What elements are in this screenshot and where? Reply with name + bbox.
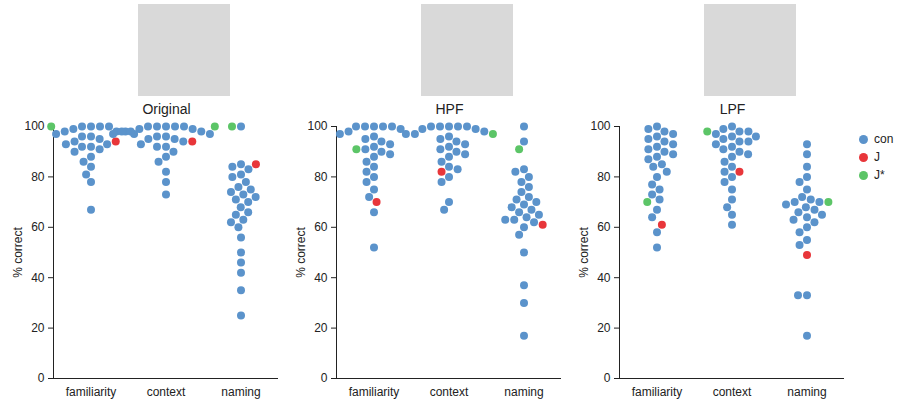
svg-text:naming: naming bbox=[504, 385, 543, 399]
svg-text:context: context bbox=[713, 385, 752, 399]
svg-text:40: 40 bbox=[597, 271, 611, 285]
html-text:Original: Original bbox=[142, 101, 191, 117]
svg-text:40: 40 bbox=[31, 271, 45, 285]
svg-text:context: context bbox=[147, 385, 186, 399]
svg-text:familiarity: familiarity bbox=[349, 385, 400, 399]
svg-text:80: 80 bbox=[314, 170, 328, 184]
html-text:HPF: HPF bbox=[435, 101, 464, 117]
svg-text:80: 80 bbox=[597, 170, 611, 184]
svg-text:100: 100 bbox=[590, 119, 610, 133]
svg-text:100: 100 bbox=[24, 119, 44, 133]
svg-text:0: 0 bbox=[38, 371, 45, 385]
svg-text:20: 20 bbox=[31, 321, 45, 335]
svg-text:0: 0 bbox=[604, 371, 611, 385]
svg-text:naming: naming bbox=[221, 385, 260, 399]
svg-text:familiarity: familiarity bbox=[66, 385, 117, 399]
svg-text:20: 20 bbox=[597, 321, 611, 335]
html-text:J: J bbox=[874, 150, 880, 164]
svg-text:% correct: % correct bbox=[577, 227, 591, 278]
svg-text:% correct: % correct bbox=[11, 227, 25, 278]
svg-text:context: context bbox=[430, 385, 469, 399]
svg-text:naming: naming bbox=[787, 385, 826, 399]
svg-text:80: 80 bbox=[31, 170, 45, 184]
svg-text:20: 20 bbox=[314, 321, 328, 335]
svg-text:100: 100 bbox=[307, 119, 327, 133]
svg-text:60: 60 bbox=[314, 220, 328, 234]
svg-text:60: 60 bbox=[31, 220, 45, 234]
svg-text:0: 0 bbox=[321, 371, 328, 385]
html-text:LPF: LPF bbox=[719, 101, 746, 117]
html-text:con: con bbox=[874, 132, 894, 146]
html-text:J*: J* bbox=[874, 168, 885, 182]
svg-text:familiarity: familiarity bbox=[632, 385, 683, 399]
svg-text:% correct: % correct bbox=[294, 227, 308, 278]
svg-text:40: 40 bbox=[314, 271, 328, 285]
svg-text:60: 60 bbox=[597, 220, 611, 234]
